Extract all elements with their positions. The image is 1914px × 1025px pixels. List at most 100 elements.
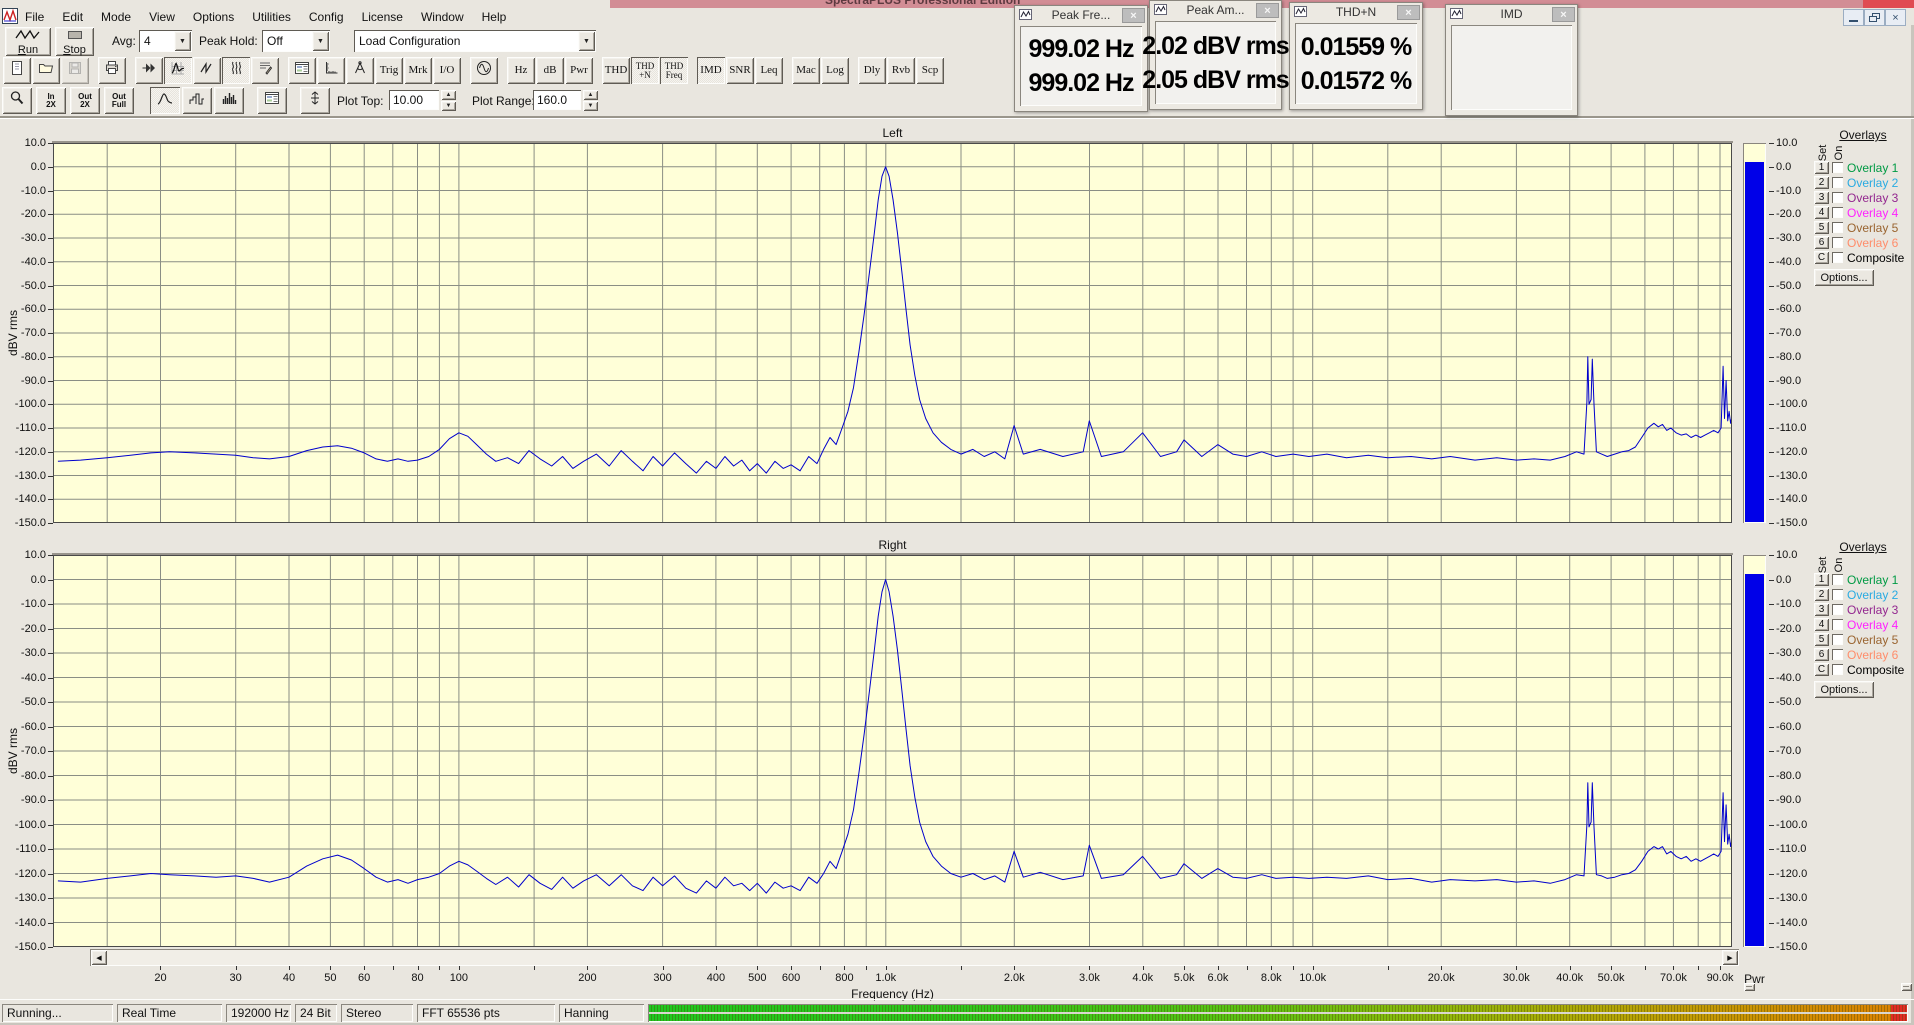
menu-help[interactable]: Help [481,10,507,24]
overlay-set-C-button[interactable]: C [1814,663,1829,676]
overlay-set-3-button[interactable]: 3 [1814,603,1829,616]
window-titlebar[interactable]: THD+N [1291,4,1421,20]
menu-options[interactable]: Options [192,10,235,24]
save-file-button[interactable] [61,57,89,84]
zoom-out-2x-button[interactable]: Out 2X [70,87,100,114]
overlay-set-2-button[interactable]: 2 [1814,176,1829,189]
run-button[interactable]: Run [5,27,51,56]
menu-license[interactable]: License [361,10,403,24]
markers-button[interactable]: Mrk [404,57,432,84]
menu-utilities[interactable]: Utilities [252,10,291,24]
mdi-minimize-button[interactable] [1843,9,1864,26]
overlay-on-5-checkbox[interactable] [1832,634,1843,645]
plot-top-input[interactable]: 10.00 [389,90,439,110]
new-file-button[interactable] [3,57,31,84]
plot-range-input[interactable]: 160.0 [533,90,581,110]
overlays-options-button[interactable]: Options... [1814,269,1874,286]
overlay-set-5-button[interactable]: 5 [1814,633,1829,646]
menu-view[interactable]: View [149,10,175,24]
zoom-in-2x-button[interactable]: In 2X [36,87,66,114]
window-titlebar[interactable]: IMD [1447,6,1576,22]
stop-button[interactable]: Stop [55,27,94,56]
window-close-button[interactable]: × [1256,3,1279,18]
overlay-set-C-button[interactable]: C [1814,251,1829,264]
menu-window[interactable]: Window [420,10,464,24]
overlay-on-3-checkbox[interactable] [1832,604,1843,615]
menu-edit[interactable]: Edit [62,10,84,24]
mdi-close-button[interactable]: × [1885,9,1906,26]
total-power-button[interactable]: Pwr [565,57,593,84]
overlay-on-5-checkbox[interactable] [1832,222,1843,233]
amplitude-scale-button[interactable] [300,87,330,114]
overlay-set-2-button[interactable]: 2 [1814,588,1829,601]
jump-to-end-button[interactable] [135,57,163,84]
io-device-button[interactable]: I/O [433,57,461,84]
snr-button[interactable]: SNR [726,57,754,84]
mdi-restore-button[interactable] [1864,9,1885,26]
spinner-down-icon[interactable]: ▼ [583,101,598,111]
units-db-button[interactable]: dB [536,57,564,84]
spinner-up-icon[interactable]: ▲ [441,90,456,100]
signal-generator-button[interactable] [470,57,498,84]
overlay-on-4-checkbox[interactable] [1832,207,1843,218]
overlay-on-1-checkbox[interactable] [1832,574,1843,585]
macro-button[interactable]: Mac [792,57,820,84]
overlay-on-4-checkbox[interactable] [1832,619,1843,630]
overlay-set-3-button[interactable]: 3 [1814,191,1829,204]
thd-button[interactable]: THD [602,57,630,84]
overlay-set-1-button[interactable]: 1 [1814,573,1829,586]
h-scroll-right-button[interactable]: ▶ [1722,950,1738,965]
thd-n-button[interactable]: THD +N [631,57,659,84]
print-button[interactable] [98,57,126,84]
overlay-on-6-checkbox[interactable] [1832,237,1843,248]
zoom-tool-button[interactable] [2,87,32,114]
h-scroll-left-button[interactable]: ◀ [91,950,107,965]
plot-bar-style-button[interactable] [214,87,244,114]
window-titlebar[interactable]: Peak Fre... [1016,7,1146,23]
left-spectrum-canvas[interactable] [53,143,1733,523]
right-spectrum-canvas[interactable] [53,555,1733,947]
avg-dropdown[interactable]: 4 ▼ [139,30,192,52]
plot-range-spinner[interactable]: ▲ ▼ [583,90,598,111]
window-close-button[interactable]: × [1552,7,1575,22]
spinner-down-icon[interactable]: ▼ [441,101,456,111]
window-close-button[interactable]: × [1122,8,1145,23]
load-configuration-dropdown[interactable]: Load Configuration ▼ [354,30,596,52]
thd-freq-button[interactable]: THD Freq [660,57,688,84]
trigger-button[interactable]: Trig [375,57,403,84]
overlay-set-4-button[interactable]: 4 [1814,206,1829,219]
zoom-out-full-button[interactable]: Out Full [104,87,134,114]
report-view-button[interactable] [251,57,279,84]
overlay-set-4-button[interactable]: 4 [1814,618,1829,631]
imd-button[interactable]: IMD [697,57,725,84]
waveform-view-button[interactable] [193,57,221,84]
menu-config[interactable]: Config [308,10,344,24]
spinner-up-icon[interactable]: ▲ [583,90,598,100]
plot-line-style-button[interactable] [150,87,180,114]
reverb-button[interactable]: Rvb [887,57,915,84]
window-titlebar[interactable]: Peak Am... [1151,2,1280,18]
overlay-set-5-button[interactable]: 5 [1814,221,1829,234]
plot-top-spinner[interactable]: ▲ ▼ [441,90,456,111]
titlebar-close-region[interactable] [1863,0,1914,8]
overlay-on-3-checkbox[interactable] [1832,192,1843,203]
delay-button[interactable]: Dly [858,57,886,84]
scope-button[interactable]: Scp [916,57,944,84]
overlay-on-2-checkbox[interactable] [1832,589,1843,600]
measure-tool-button[interactable] [346,57,374,84]
overlay-on-2-checkbox[interactable] [1832,177,1843,188]
peak-hold-dropdown[interactable]: Off ▼ [262,30,330,52]
units-hz-button[interactable]: Hz [507,57,535,84]
h-scrollbar-track[interactable] [90,949,1739,966]
menu-file[interactable]: File [25,10,45,24]
overlay-set-1-button[interactable]: 1 [1814,161,1829,174]
leq-button[interactable]: Leq [755,57,783,84]
overlay-on-C-checkbox[interactable] [1832,252,1843,263]
plot-step-style-button[interactable] [182,87,212,114]
display-options-button[interactable] [257,87,287,114]
waterfall-view-button[interactable] [222,57,250,84]
menu-mode[interactable]: Mode [101,10,132,24]
window-close-button[interactable]: × [1397,5,1420,20]
calibration-button[interactable] [317,57,345,84]
spectrum-view-button[interactable] [164,57,192,84]
